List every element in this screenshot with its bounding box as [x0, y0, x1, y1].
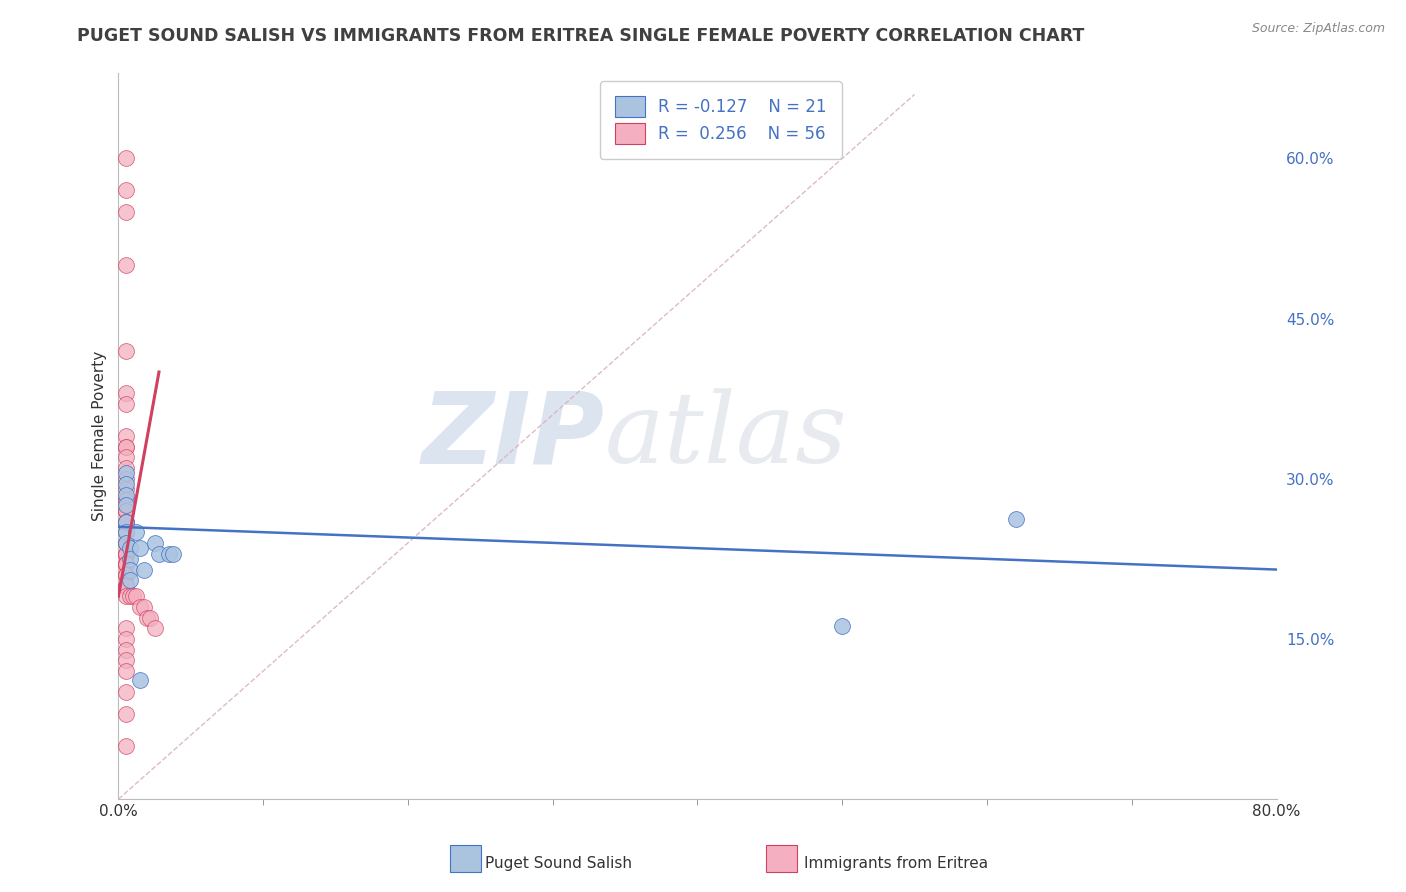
Point: [114, 578, 136, 592]
Point: [134, 599, 156, 614]
Point: [114, 558, 136, 572]
Point: [114, 504, 136, 518]
Text: atlas: atlas: [605, 388, 848, 483]
Point: [129, 541, 152, 556]
Point: [114, 504, 136, 518]
Point: [114, 397, 136, 411]
Point: [114, 547, 136, 561]
Point: [114, 152, 136, 166]
Text: Immigrants from Eritrea: Immigrants from Eritrea: [804, 856, 988, 871]
Point: [114, 483, 136, 497]
Point: [114, 547, 136, 561]
Point: [1005, 512, 1028, 526]
Point: [114, 536, 136, 550]
Text: ZIP: ZIP: [422, 387, 605, 484]
Point: [118, 589, 141, 603]
Point: [114, 429, 136, 443]
Point: [143, 621, 166, 635]
Text: PUGET SOUND SALISH VS IMMIGRANTS FROM ERITREA SINGLE FEMALE POVERTY CORRELATION : PUGET SOUND SALISH VS IMMIGRANTS FROM ER…: [77, 27, 1084, 45]
Point: [114, 578, 136, 592]
Point: [114, 536, 136, 550]
Point: [118, 552, 141, 566]
Point: [114, 515, 136, 529]
Point: [114, 558, 136, 572]
Point: [114, 184, 136, 198]
Point: [162, 547, 184, 561]
Point: [125, 525, 148, 540]
Point: [114, 472, 136, 486]
Point: [114, 386, 136, 401]
Point: [118, 563, 141, 577]
Point: [831, 619, 853, 633]
Point: [114, 467, 136, 481]
Point: [114, 461, 136, 475]
Point: [114, 568, 136, 582]
Point: [129, 673, 152, 687]
Point: [114, 504, 136, 518]
Point: [114, 515, 136, 529]
Point: [114, 706, 136, 721]
Point: [157, 547, 180, 561]
Point: [114, 685, 136, 699]
Point: [114, 568, 136, 582]
Point: [114, 525, 136, 540]
Point: [114, 547, 136, 561]
Point: [114, 653, 136, 667]
Text: Puget Sound Salish: Puget Sound Salish: [485, 856, 633, 871]
Point: [139, 610, 162, 624]
Point: [114, 515, 136, 529]
Point: [114, 499, 136, 513]
Point: [114, 440, 136, 454]
Point: [114, 477, 136, 491]
Point: [114, 450, 136, 465]
Point: [114, 578, 136, 592]
Point: [114, 488, 136, 502]
Point: [114, 258, 136, 272]
Point: [114, 493, 136, 508]
Point: [129, 599, 152, 614]
Point: [114, 343, 136, 358]
Point: [125, 589, 148, 603]
Point: [134, 563, 156, 577]
Point: [114, 493, 136, 508]
Point: [114, 525, 136, 540]
Text: Source: ZipAtlas.com: Source: ZipAtlas.com: [1251, 22, 1385, 36]
Y-axis label: Single Female Poverty: Single Female Poverty: [93, 351, 107, 521]
Point: [136, 610, 159, 624]
Point: [114, 642, 136, 657]
Point: [122, 589, 145, 603]
Point: [114, 621, 136, 635]
Point: [114, 536, 136, 550]
Point: [114, 204, 136, 219]
Point: [114, 589, 136, 603]
Point: [114, 558, 136, 572]
Point: [114, 632, 136, 646]
Point: [114, 568, 136, 582]
Point: [148, 547, 170, 561]
Point: [118, 573, 141, 587]
Point: [118, 541, 141, 556]
Point: [114, 578, 136, 592]
Point: [114, 664, 136, 678]
Point: [143, 536, 166, 550]
Legend: R = -0.127    N = 21, R =  0.256    N = 56: R = -0.127 N = 21, R = 0.256 N = 56: [600, 81, 842, 159]
Point: [114, 558, 136, 572]
Point: [114, 440, 136, 454]
Point: [114, 515, 136, 529]
Point: [114, 739, 136, 753]
